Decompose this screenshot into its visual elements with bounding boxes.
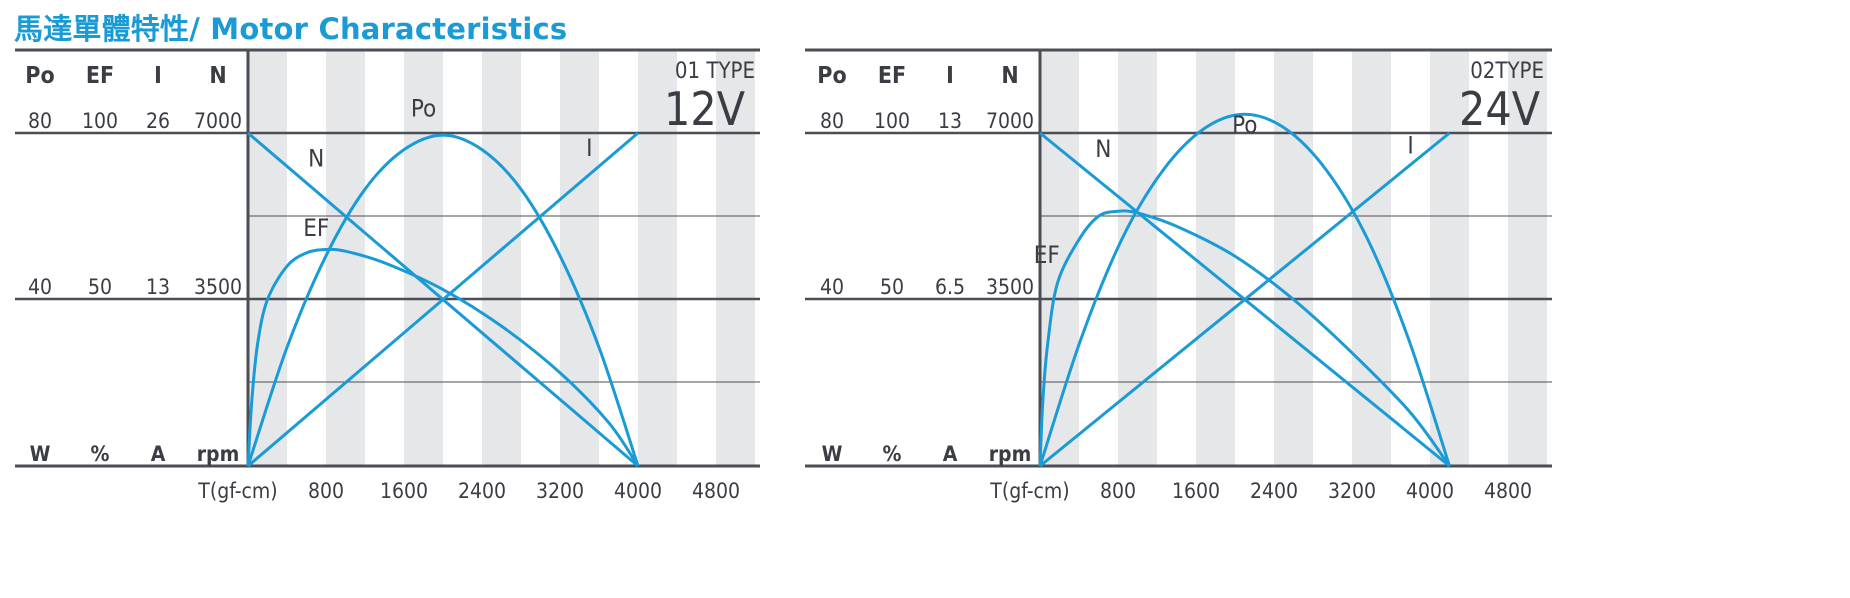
x-tick-label: 800: [1100, 479, 1136, 503]
unit-po: W: [30, 442, 51, 466]
chart-1-series: N I Po EF: [246, 94, 640, 468]
column-header-ef: EF: [878, 63, 906, 89]
series-line-i: [1039, 131, 1451, 468]
x-axis-label: T(gf-cm): [989, 479, 1069, 503]
scale-mid-i: 6.5: [935, 275, 965, 299]
type-label: 02TYPE: [1470, 59, 1544, 84]
unit-n: rpm: [197, 442, 240, 466]
series-label-ef: EF: [1034, 241, 1060, 269]
stripe: [1118, 50, 1157, 466]
x-tick-label: 4800: [1484, 479, 1532, 503]
stripe: [560, 50, 599, 466]
series-label-i: I: [586, 134, 592, 162]
scale-max-po: 80: [28, 109, 52, 133]
stripe: [248, 50, 287, 466]
unit-i: A: [151, 442, 166, 466]
scale-mid-ef: 50: [88, 275, 112, 299]
scale-mid-po: 40: [820, 275, 844, 299]
stripe: [1196, 50, 1235, 466]
column-header-n: N: [209, 63, 226, 89]
page-title: 馬達單體特性/ Motor Characteristics: [14, 6, 567, 48]
column-header-i: I: [154, 63, 162, 89]
scale-max-n: 7000: [986, 109, 1034, 133]
stripe: [1430, 50, 1469, 466]
scale-mid-i: 13: [146, 275, 170, 299]
x-tick-label: 4800: [692, 479, 740, 503]
chart-panel-1: Po 80 40 W EF 100 50% I 26 13 A N 7000 3500 rpm 01 TYPE…: [15, 48, 760, 503]
chart-1-stripes: [248, 50, 755, 466]
x-tick-label: 800: [308, 479, 344, 503]
column-header-n: N: [1001, 63, 1018, 89]
unit-po: W: [822, 442, 843, 466]
x-tick-label: 4000: [1406, 479, 1454, 503]
x-tick-label: 3200: [1328, 479, 1376, 503]
voltage-label: 12V: [664, 82, 745, 136]
chart-panel-2: Po 80 40 W EF 100 50% I 13 6.5 A N 7000 3500 rpm 02TYPE…: [805, 48, 1552, 503]
type-label: 01 TYPE: [675, 59, 755, 84]
x-tick-label: 4000: [614, 479, 662, 503]
series-line-i: [247, 131, 639, 468]
stripe: [1508, 50, 1547, 466]
x-tick-label: 1600: [1172, 479, 1220, 503]
scale-max-ef: 100: [874, 109, 910, 133]
x-tick-label: 3200: [536, 479, 584, 503]
scale-mid-n: 3500: [194, 275, 242, 299]
scale-max-i: 13: [938, 109, 962, 133]
x-axis-label: T(gf-cm): [197, 479, 277, 503]
series-label-po: Po: [1232, 111, 1257, 139]
column-header-po: Po: [25, 63, 54, 89]
stripe: [1040, 50, 1079, 466]
page-title-en: Motor Characteristics: [200, 12, 568, 46]
stripe: [326, 50, 365, 466]
series-label-ef: EF: [303, 214, 329, 242]
scale-mid-n: 3500: [986, 275, 1034, 299]
scale-max-n: 7000: [194, 109, 242, 133]
voltage-label: 24V: [1459, 82, 1540, 136]
column-header-po: Po: [817, 63, 846, 89]
stripe: [716, 50, 755, 466]
scale-max-i: 26: [146, 109, 170, 133]
column-header-i: I: [946, 63, 954, 89]
series-label-n: N: [308, 144, 324, 172]
scale-max-ef: 100: [82, 109, 118, 133]
stripe: [482, 50, 521, 466]
series-line-ef: [246, 247, 640, 467]
stripe: [1352, 50, 1391, 466]
x-tick-label: 2400: [1250, 479, 1298, 503]
unit-ef: %: [883, 442, 902, 466]
series-line-po: [246, 133, 640, 467]
page-title-zh: 馬達單體特性/: [14, 12, 200, 46]
chart-2-stripes: [1040, 50, 1547, 466]
series-line-ef: [1038, 209, 1451, 467]
series-label-n: N: [1095, 135, 1111, 163]
stripe: [638, 50, 677, 466]
chart-2-series: N I Po EF: [1034, 111, 1451, 468]
series-label-i: I: [1407, 131, 1413, 159]
unit-n: rpm: [989, 442, 1032, 466]
series-label-po: Po: [411, 94, 436, 122]
scale-mid-ef: 50: [880, 275, 904, 299]
scale-mid-po: 40: [28, 275, 52, 299]
column-header-ef: EF: [86, 63, 114, 89]
series-line-po: [1038, 112, 1451, 467]
unit-ef: %: [91, 442, 110, 466]
unit-i: A: [943, 442, 958, 466]
stripe: [404, 50, 443, 466]
x-tick-label: 2400: [458, 479, 506, 503]
x-tick-label: 1600: [380, 479, 428, 503]
scale-max-po: 80: [820, 109, 844, 133]
